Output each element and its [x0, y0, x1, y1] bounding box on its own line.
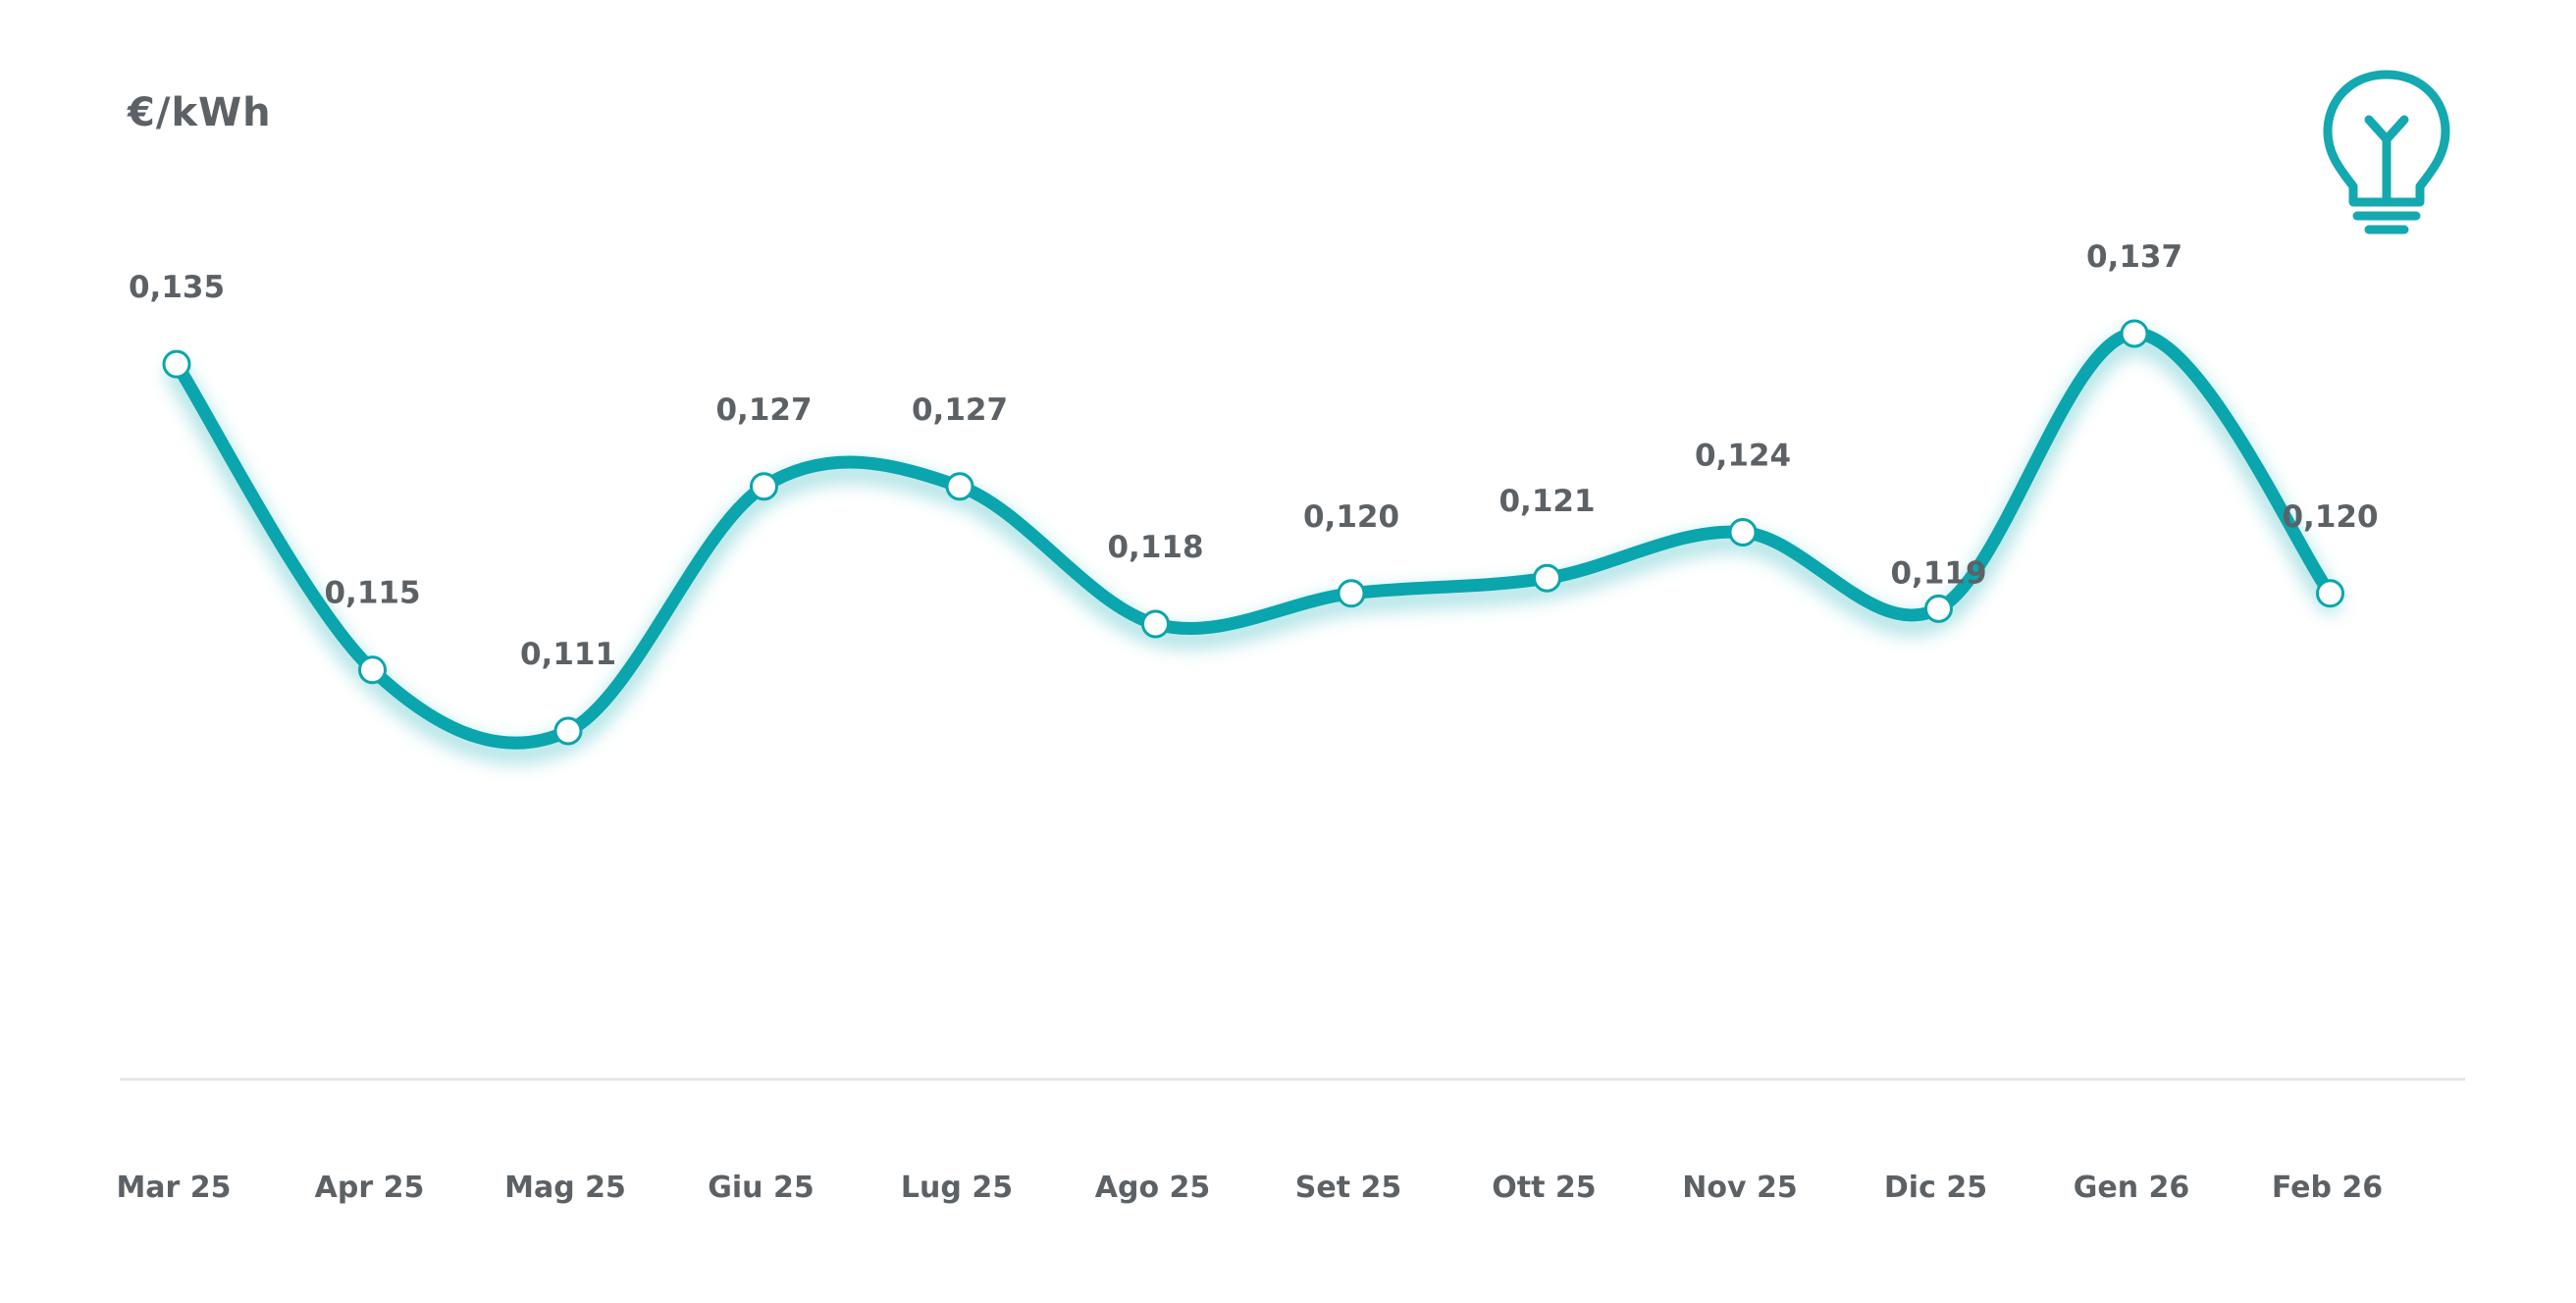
- x-tick-label: Dic 25: [1884, 1171, 1987, 1205]
- x-tick-label: Gen 26: [2074, 1171, 2190, 1205]
- data-point[interactable]: [1924, 594, 1953, 623]
- data-point[interactable]: [1728, 518, 1758, 547]
- data-label: 0,127: [715, 392, 812, 428]
- x-tick-label: Ott 25: [1492, 1171, 1596, 1205]
- series-line-glow: [166, 332, 2341, 764]
- data-label: 0,118: [1107, 530, 1203, 565]
- data-label: 0,120: [1303, 499, 1399, 535]
- data-label: 0,137: [2086, 239, 2182, 275]
- data-label: 0,115: [324, 576, 420, 611]
- data-point[interactable]: [945, 472, 974, 501]
- x-tick-label: Feb 26: [2272, 1171, 2383, 1205]
- data-label: 0,127: [912, 392, 1008, 428]
- data-label: 0,135: [129, 270, 225, 305]
- data-point[interactable]: [358, 655, 387, 685]
- x-tick-label: Set 25: [1295, 1171, 1402, 1205]
- x-tick-label: Ago 25: [1095, 1171, 1211, 1205]
- x-tick-label: Mag 25: [504, 1171, 626, 1205]
- data-label: 0,119: [1890, 555, 1986, 591]
- y-axis-unit-label: €/kWh: [128, 90, 272, 135]
- data-label: 0,111: [520, 637, 616, 672]
- data-point[interactable]: [2120, 319, 2149, 348]
- data-label: 0,124: [1695, 439, 1791, 474]
- x-tick-label: Lug 25: [901, 1171, 1013, 1205]
- data-point[interactable]: [1533, 563, 1561, 593]
- data-point[interactable]: [2316, 579, 2344, 608]
- x-tick-label: Giu 25: [708, 1171, 814, 1205]
- x-tick-label: Mar 25: [116, 1171, 231, 1205]
- x-tick-label: Nov 25: [1682, 1171, 1797, 1205]
- data-point[interactable]: [553, 716, 583, 746]
- data-label: 0,120: [2282, 499, 2378, 535]
- data-point[interactable]: [1141, 609, 1170, 639]
- series-line: [170, 327, 2337, 750]
- lightbulb-icon: [2323, 70, 2450, 235]
- data-point[interactable]: [750, 472, 778, 501]
- data-point[interactable]: [162, 349, 191, 379]
- data-label: 0,121: [1498, 484, 1595, 519]
- x-tick-label: Apr 25: [315, 1171, 425, 1205]
- data-point[interactable]: [1337, 579, 1366, 608]
